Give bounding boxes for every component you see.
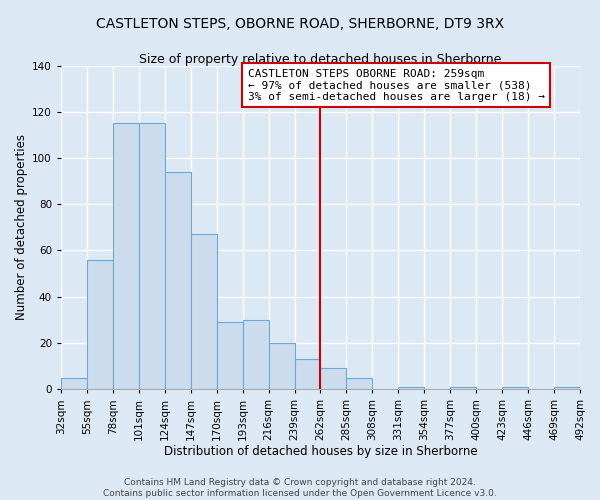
Title: Size of property relative to detached houses in Sherborne: Size of property relative to detached ho…: [139, 52, 502, 66]
Text: CASTLETON STEPS OBORNE ROAD: 259sqm
← 97% of detached houses are smaller (538)
3: CASTLETON STEPS OBORNE ROAD: 259sqm ← 97…: [248, 68, 545, 102]
Bar: [502, 387, 528, 389]
Bar: [398, 387, 424, 389]
Bar: [165, 172, 191, 389]
Bar: [450, 387, 476, 389]
X-axis label: Distribution of detached houses by size in Sherborne: Distribution of detached houses by size …: [164, 444, 477, 458]
Bar: [113, 124, 139, 389]
Text: CASTLETON STEPS, OBORNE ROAD, SHERBORNE, DT9 3RX: CASTLETON STEPS, OBORNE ROAD, SHERBORNE,…: [96, 18, 504, 32]
Bar: [217, 322, 242, 389]
Bar: [242, 320, 269, 389]
Y-axis label: Number of detached properties: Number of detached properties: [15, 134, 28, 320]
Bar: [554, 387, 580, 389]
Bar: [269, 343, 295, 389]
Bar: [191, 234, 217, 389]
Bar: [295, 359, 320, 389]
Text: Contains HM Land Registry data © Crown copyright and database right 2024.
Contai: Contains HM Land Registry data © Crown c…: [103, 478, 497, 498]
Bar: [139, 124, 165, 389]
Bar: [87, 260, 113, 389]
Bar: [346, 378, 373, 389]
Bar: [61, 378, 87, 389]
Bar: [320, 368, 346, 389]
